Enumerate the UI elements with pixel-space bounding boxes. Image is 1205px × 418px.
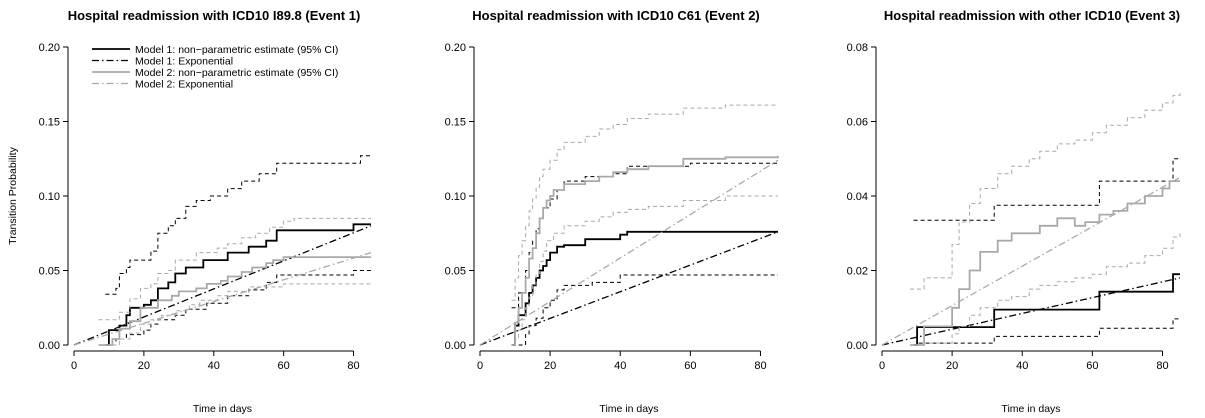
x-tick-label: 20 (544, 360, 556, 372)
x-tick-label: 0 (71, 360, 77, 372)
x-tick-label: 40 (614, 360, 626, 372)
x-tick-label: 0 (879, 360, 885, 372)
x-tick-label: 20 (138, 360, 150, 372)
x-tick-label: 0 (477, 360, 483, 372)
panel-3: Hospital readmission with other ICD10 (E… (847, 8, 1181, 415)
series-line-1 (511, 230, 778, 346)
y-tick-label: 0.10 (445, 191, 466, 203)
x-tick-label: 80 (1156, 360, 1168, 372)
series-line-5 (98, 256, 371, 346)
x-tick-label: 80 (347, 360, 359, 372)
panel-title: Hospital readmission with ICD10 C61 (Eve… (472, 8, 760, 23)
x-axis-label: Time in days (599, 403, 658, 415)
y-tick-label: 0.08 (847, 42, 868, 54)
y-tick-label: 0.05 (445, 266, 466, 278)
x-tick-label: 60 (684, 360, 696, 372)
series-line-7 (511, 195, 778, 346)
y-tick-label: 0.20 (39, 42, 60, 54)
series-line-5 (910, 180, 1180, 346)
series-line-5 (511, 155, 779, 346)
x-tick-label: 20 (946, 360, 958, 372)
series-line-1 (105, 223, 371, 346)
x-tick-label: 40 (1016, 360, 1028, 372)
series-line-4 (73, 225, 372, 346)
series-line-4 (881, 277, 1181, 346)
panel-1: Hospital readmission with ICD10 I89.8 (E… (7, 8, 372, 415)
series-line-7 (98, 283, 371, 346)
x-tick-label: 80 (754, 360, 766, 372)
series-line-3 (105, 267, 372, 346)
x-tick-label: 40 (208, 360, 220, 372)
y-tick-label: 0.06 (847, 117, 868, 129)
series-line-3 (913, 318, 1180, 346)
y-tick-label: 0.02 (847, 266, 868, 278)
y-tick-label: 0.00 (445, 340, 466, 352)
y-tick-label: 0.00 (39, 340, 60, 352)
legend-label-1: Model 1: non−parametric estimate (95% CI… (135, 44, 338, 56)
series-line-4 (479, 231, 779, 346)
x-axis-label: Time in days (1001, 403, 1060, 415)
y-tick-label: 0.15 (39, 117, 60, 129)
legend-label-4: Model 2: Exponential (135, 79, 233, 91)
y-tick-label: 0.05 (39, 266, 60, 278)
series-line-7 (910, 233, 1181, 346)
series-line-2 (105, 154, 372, 295)
series-line-8 (881, 176, 1181, 346)
panel-title: Hospital readmission with ICD10 I89.8 (E… (68, 8, 361, 23)
series-line-2 (511, 162, 778, 309)
y-tick-label: 0.04 (847, 191, 868, 203)
legend-label-2: Model 1: Exponential (135, 56, 233, 68)
legend-label-3: Model 2: non−parametric estimate (95% CI… (135, 67, 338, 79)
series-line-1 (913, 273, 1180, 346)
legend: Model 1: non−parametric estimate (95% CI… (92, 44, 338, 91)
series-line-2 (913, 158, 1180, 221)
series-line-8 (479, 159, 779, 346)
series-line-6 (98, 217, 371, 321)
x-axis-label: Time in days (193, 403, 252, 415)
series-line-6 (910, 91, 1181, 290)
series-line-8 (73, 251, 372, 346)
y-tick-label: 0.10 (39, 191, 60, 203)
x-tick-label: 60 (278, 360, 290, 372)
y-tick-label: 0.20 (445, 42, 466, 54)
y-tick-label: 0.15 (445, 117, 466, 129)
y-tick-label: 0.00 (847, 340, 868, 352)
panel-title: Hospital readmission with other ICD10 (E… (884, 8, 1180, 23)
y-axis-label: Transition Probability (7, 146, 19, 244)
series-line-3 (511, 274, 778, 346)
x-tick-label: 60 (1086, 360, 1098, 372)
series-line-6 (511, 104, 778, 301)
panel-2: Hospital readmission with ICD10 C61 (Eve… (445, 8, 779, 415)
